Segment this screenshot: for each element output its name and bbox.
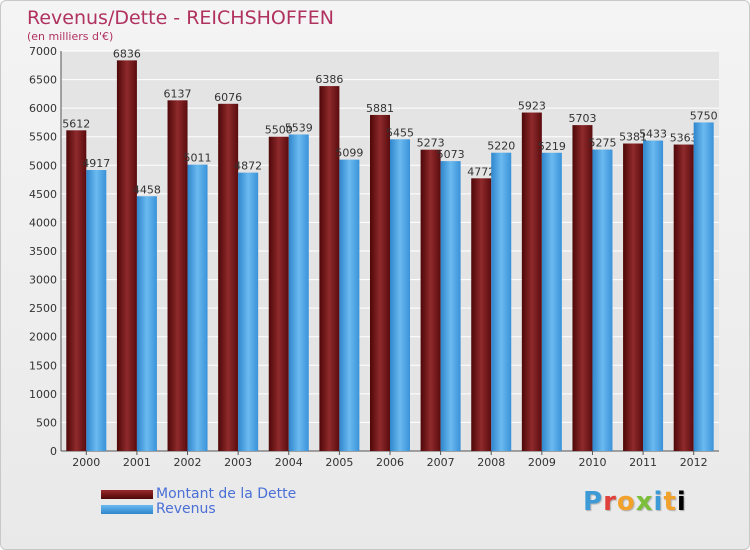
chart-subtitle: (en milliers d'€) — [27, 30, 114, 43]
bar-dette — [218, 103, 239, 452]
data-label-dette: 5500 — [265, 124, 293, 137]
y-tick-label: 6500 — [29, 74, 57, 87]
y-tick-label: 3500 — [29, 245, 57, 258]
data-label-dette: 6386 — [315, 73, 343, 86]
y-tick-label: 6000 — [29, 102, 57, 115]
data-label-dette: 5923 — [518, 100, 546, 113]
bar-dette — [268, 136, 289, 451]
data-label-dette: 6076 — [214, 91, 242, 104]
data-label-dette: 4772 — [467, 165, 495, 178]
y-tick-label: 2500 — [29, 302, 57, 315]
bar-dette — [370, 114, 390, 451]
bar-revenus — [693, 122, 714, 451]
y-tick-label: 5500 — [29, 131, 57, 144]
bar-dette — [572, 125, 593, 451]
x-tick-label: 2001 — [123, 456, 151, 469]
data-label-revenus: 5011 — [184, 152, 212, 165]
y-tick-label: 1500 — [29, 359, 57, 372]
data-label-dette: 5381 — [619, 131, 647, 144]
bar-revenus — [136, 196, 157, 451]
y-tick-label: 1000 — [29, 388, 57, 401]
x-tick-label: 2009 — [528, 456, 556, 469]
bar-dette — [167, 100, 188, 452]
data-label-dette: 5363 — [670, 132, 698, 145]
x-tick-label: 2004 — [275, 456, 303, 469]
data-label-revenus: 4917 — [82, 157, 110, 170]
chart-title: Revenus/Dette - REICHSHOFFEN — [27, 7, 334, 29]
y-tick-label: 4500 — [29, 188, 57, 201]
x-tick-label: 2005 — [325, 456, 353, 469]
x-tick-label: 2006 — [376, 456, 404, 469]
legend-label-revenus: Revenus — [156, 501, 216, 517]
data-label-revenus: 5455 — [386, 126, 414, 139]
y-tick-label: 3000 — [29, 274, 57, 287]
x-tick-label: 2010 — [578, 456, 606, 469]
bar-revenus — [339, 159, 360, 451]
data-label-revenus: 5275 — [588, 137, 616, 150]
data-label-revenus: 5073 — [437, 148, 465, 161]
bar-dette — [623, 143, 644, 451]
y-tick-label: 4000 — [29, 216, 57, 229]
bar-revenus — [541, 152, 562, 451]
bar-revenus — [440, 161, 461, 451]
data-label-revenus: 5750 — [690, 109, 718, 122]
data-label-revenus: 5099 — [335, 147, 363, 160]
x-tick-label: 2008 — [477, 456, 505, 469]
data-label-dette: 5703 — [568, 112, 596, 125]
data-label-revenus: 4458 — [133, 183, 161, 196]
bar-dette — [673, 144, 694, 452]
x-tick-label: 2002 — [174, 456, 202, 469]
data-label-dette: 5273 — [417, 137, 445, 150]
bar-dette — [521, 112, 542, 452]
bar-revenus — [592, 149, 613, 452]
bar-revenus — [288, 134, 309, 451]
x-tick-label: 2012 — [680, 456, 708, 469]
x-tick-label: 2011 — [629, 456, 657, 469]
data-label-revenus: 5539 — [285, 121, 313, 134]
data-label-revenus: 4872 — [234, 160, 262, 173]
legend-label-dette: Montant de la Dette — [156, 486, 297, 502]
y-tick-label: 0 — [50, 445, 57, 458]
y-tick-label: 5000 — [29, 159, 57, 172]
data-label-revenus: 5219 — [538, 140, 566, 153]
data-label-dette: 5612 — [62, 117, 90, 130]
bar-revenus — [86, 170, 107, 451]
bar-dette — [66, 130, 87, 452]
bar-dette — [471, 178, 492, 452]
data-label-dette: 6137 — [164, 87, 192, 100]
y-tick-label: 7000 — [29, 45, 57, 58]
data-label-dette: 5881 — [366, 102, 394, 115]
data-label-revenus: 5220 — [487, 140, 515, 153]
legend-swatch-revenus — [101, 505, 153, 514]
bar-dette — [116, 60, 137, 451]
bar-dette — [319, 86, 340, 451]
x-tick-label: 2000 — [72, 456, 100, 469]
y-tick-label: 2000 — [29, 331, 57, 344]
bar-revenus — [491, 152, 512, 451]
x-tick-label: 2003 — [224, 456, 252, 469]
data-label-revenus: 5433 — [639, 128, 667, 141]
x-tick-label: 2007 — [427, 456, 455, 469]
bar-revenus — [643, 140, 664, 452]
legend-swatch-dette — [101, 490, 153, 499]
bar-dette — [420, 149, 441, 451]
bar-revenus — [187, 164, 208, 451]
y-tick-label: 500 — [36, 416, 57, 429]
bar-revenus — [238, 172, 259, 451]
bar-revenus — [390, 139, 410, 452]
proxiti-logo: Proxiti — [583, 487, 687, 517]
data-label-dette: 6836 — [113, 47, 141, 60]
